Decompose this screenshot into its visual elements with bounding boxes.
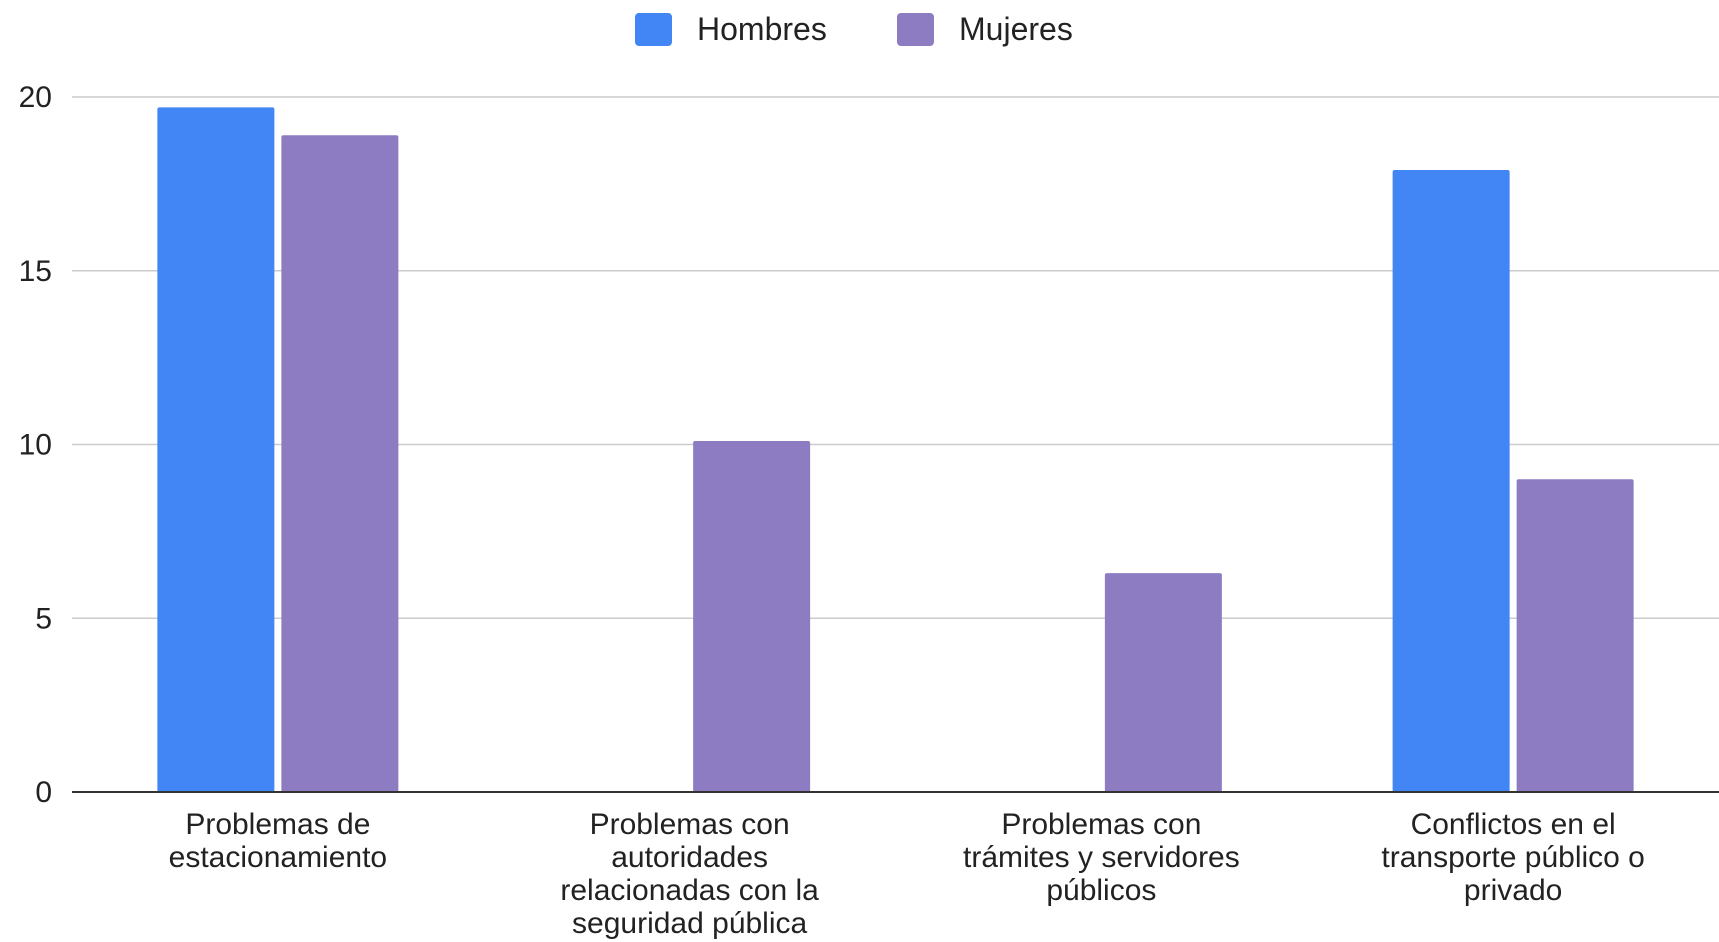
legend-label: Mujeres [959, 11, 1073, 47]
bar-mujeres [693, 441, 811, 792]
y-tick-label: 5 [35, 602, 52, 635]
x-tick-label: autoridades [611, 841, 768, 874]
y-tick-label: 15 [19, 255, 52, 288]
legend-label: Hombres [697, 11, 827, 47]
bar-hombres [1392, 169, 1510, 793]
y-tick-label: 10 [19, 429, 52, 462]
x-tick-label: trámites y servidores [963, 841, 1240, 874]
x-tick-label: Problemas con [1001, 808, 1201, 841]
bars [157, 107, 1634, 793]
y-tick-label: 20 [19, 81, 52, 114]
legend: Hombres Mujeres [635, 11, 1073, 47]
bar-mujeres [1104, 573, 1222, 792]
bar-hombres [157, 107, 275, 793]
x-tick-label: estacionamiento [169, 841, 387, 874]
legend-swatch [635, 13, 672, 46]
x-tick-label: Conflictos en el [1411, 808, 1616, 841]
x-tick-label: privado [1464, 874, 1562, 907]
bar-mujeres [281, 135, 399, 793]
y-axis-ticks: 0 5 10 15 20 [19, 81, 52, 809]
x-tick-label: Problemas de [185, 808, 370, 841]
x-tick-label: relacionadas con la [560, 874, 819, 907]
legend-swatch [897, 13, 934, 46]
x-tick-label: seguridad pública [572, 907, 807, 940]
bar-mujeres [1516, 479, 1634, 792]
x-tick-label: públicos [1046, 874, 1156, 907]
x-tick-label: Problemas con [590, 808, 790, 841]
y-tick-label: 0 [35, 776, 52, 809]
x-tick-label: transporte público o [1381, 841, 1645, 874]
